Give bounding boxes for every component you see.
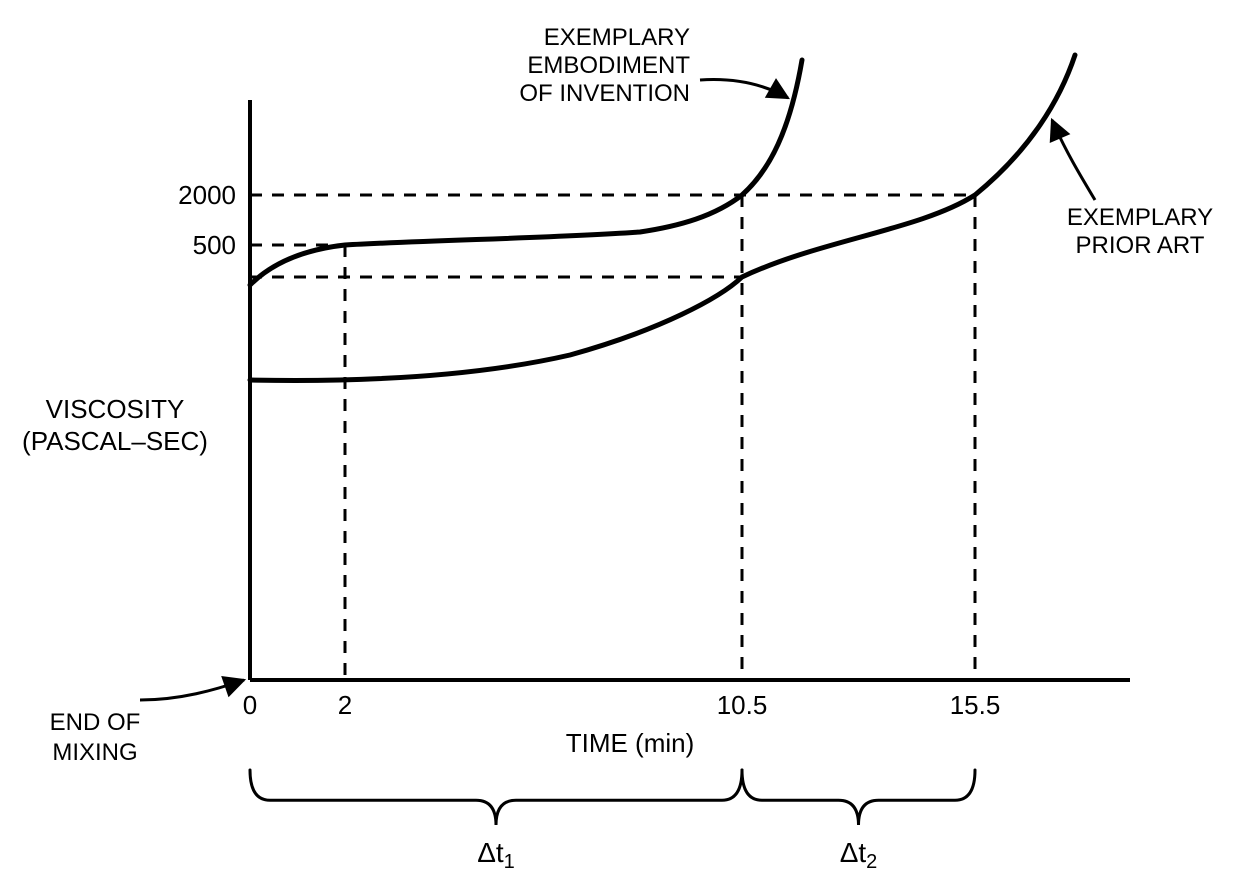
y-tick-label: 2000 bbox=[178, 180, 236, 210]
x-tick-label: 0 bbox=[243, 690, 257, 720]
label-delta-t1: Δt1 bbox=[477, 837, 515, 873]
callout-invention: EXEMPLARY bbox=[544, 24, 690, 51]
x-tick-label: 10.5 bbox=[717, 690, 768, 720]
x-tick-label: 2 bbox=[338, 690, 352, 720]
brace-delta-t2 bbox=[742, 770, 975, 825]
end-of-mixing-label: MIXING bbox=[52, 739, 137, 766]
x-tick-label: 15.5 bbox=[950, 690, 1001, 720]
end-of-mixing-label: END OF bbox=[50, 709, 141, 736]
callout-prior-art: PRIOR ART bbox=[1076, 232, 1205, 259]
x-axis-label: TIME (min) bbox=[566, 728, 695, 758]
end-of-mixing-arrow bbox=[140, 680, 244, 700]
label-delta-t2: Δt2 bbox=[840, 837, 878, 873]
brace-delta-t1 bbox=[250, 770, 742, 825]
callout-prior-art-arrow bbox=[1052, 120, 1095, 200]
viscosity-vs-time-chart: 0 2 10.5 15.5 500 2000 VISCOSITY(PASCAL–SEC) TI… bbox=[0, 0, 1240, 883]
y-axis-label: (PASCAL–SEC) bbox=[22, 426, 208, 456]
y-tick-label: 500 bbox=[193, 230, 236, 260]
callout-prior-art: EXEMPLARY bbox=[1067, 204, 1213, 231]
callout-invention: OF INVENTION bbox=[519, 80, 690, 107]
callout-invention-arrow bbox=[700, 80, 788, 98]
callout-invention: EMBODIMENT bbox=[527, 52, 690, 79]
y-axis-label: VISCOSITY bbox=[46, 394, 185, 424]
